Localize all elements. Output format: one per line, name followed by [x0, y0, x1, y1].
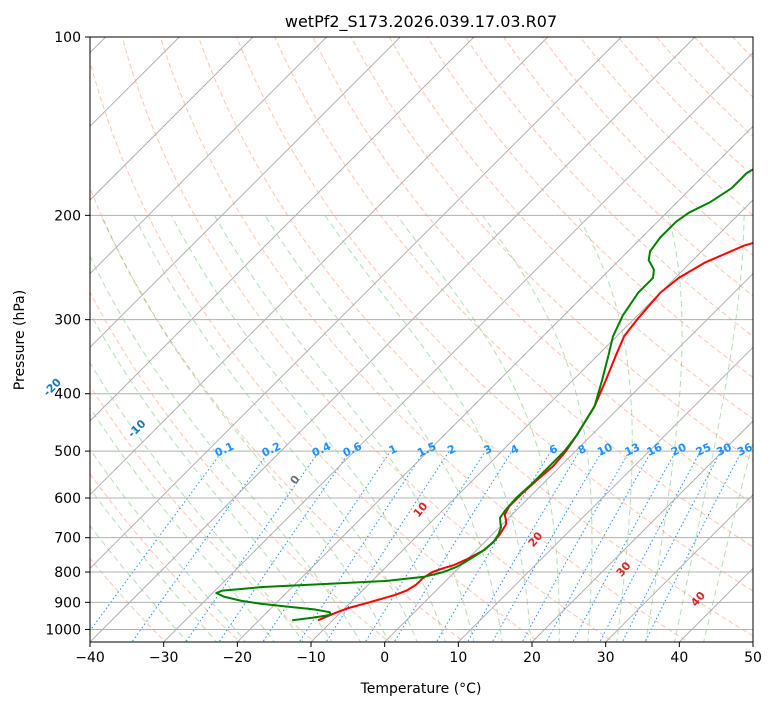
y-tick-label: 500 [54, 444, 81, 460]
x-tick-label: 10 [449, 650, 467, 666]
x-tick-label: −30 [149, 650, 179, 666]
x-tick-label: −10 [296, 650, 326, 666]
x-axis-label: Temperature (°C) [360, 681, 482, 697]
x-tick-label: −40 [75, 650, 105, 666]
y-tick-label: 100 [54, 30, 81, 46]
x-tick-label: 0 [380, 650, 389, 666]
x-tick-label: 40 [670, 650, 688, 666]
x-tick-label: 20 [523, 650, 541, 666]
y-axis-label: Pressure (hPa) [12, 290, 28, 390]
y-tick-label: 400 [54, 387, 81, 403]
y-tick-label: 1000 [45, 622, 81, 638]
y-tick-label: 200 [54, 208, 81, 224]
y-tick-label: 800 [54, 565, 81, 581]
y-tick-label: 900 [54, 595, 81, 611]
y-tick-label: 700 [54, 531, 81, 547]
y-tick-label: 300 [54, 313, 81, 329]
x-tick-label: 30 [597, 650, 615, 666]
x-tick-label: 50 [744, 650, 762, 666]
chart-title: wetPf2_S173.2026.039.17.03.R07 [285, 12, 557, 32]
x-tick-label: −20 [223, 650, 253, 666]
y-tick-label: 600 [54, 491, 81, 507]
